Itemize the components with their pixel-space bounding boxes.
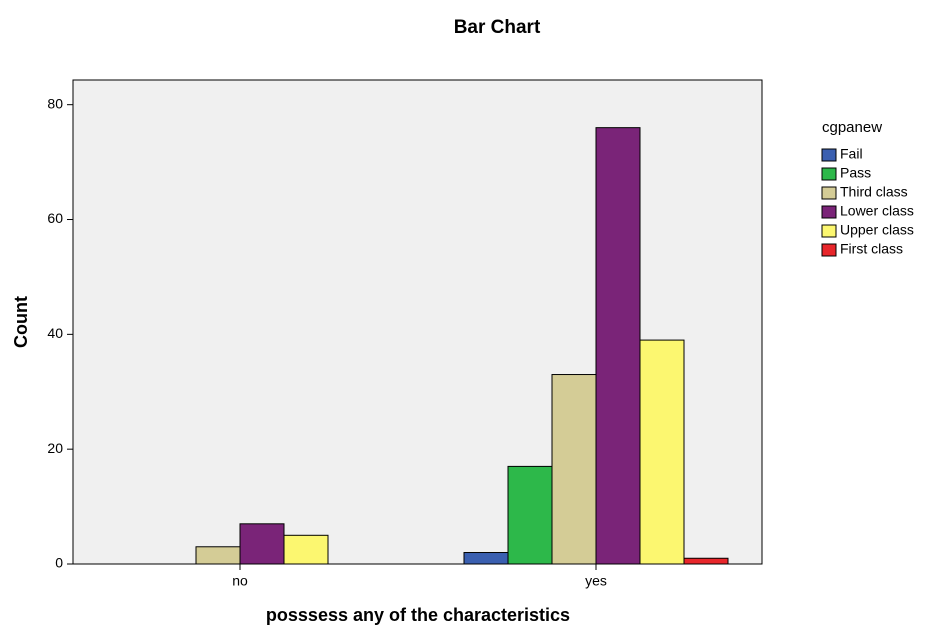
y-tick-label: 0 bbox=[55, 555, 63, 571]
y-tick-label: 40 bbox=[47, 325, 63, 341]
bar bbox=[195, 546, 241, 565]
legend-swatch bbox=[821, 224, 837, 238]
y-tick-label: 20 bbox=[47, 440, 63, 456]
legend-label: Upper class bbox=[840, 222, 914, 238]
bar bbox=[463, 552, 509, 565]
bar bbox=[283, 534, 329, 565]
legend-label: Lower class bbox=[840, 203, 914, 219]
legend-label: Third class bbox=[840, 184, 908, 200]
bar bbox=[239, 523, 285, 565]
legend-swatch bbox=[821, 243, 837, 257]
legend-swatch bbox=[821, 148, 837, 162]
y-axis-title: Count bbox=[11, 296, 31, 348]
legend-label: First class bbox=[840, 241, 903, 257]
x-axis-title: posssess any of the characteristics bbox=[266, 605, 570, 625]
legend-swatch bbox=[821, 186, 837, 200]
chart-title: Bar Chart bbox=[454, 17, 541, 38]
legend-label: Fail bbox=[840, 146, 863, 162]
legend-title: cgpanew bbox=[822, 119, 882, 136]
y-tick-label: 80 bbox=[47, 95, 63, 111]
y-tick-label: 60 bbox=[47, 210, 63, 226]
bar bbox=[595, 127, 641, 565]
legend-swatch bbox=[821, 205, 837, 219]
x-tick-label: yes bbox=[585, 573, 607, 589]
legend-label: Pass bbox=[840, 165, 871, 181]
legend-swatch bbox=[821, 167, 837, 181]
bar bbox=[639, 339, 685, 565]
bar bbox=[551, 374, 597, 565]
bar bbox=[507, 465, 553, 565]
bar bbox=[683, 557, 729, 565]
x-tick-label: no bbox=[232, 573, 248, 589]
